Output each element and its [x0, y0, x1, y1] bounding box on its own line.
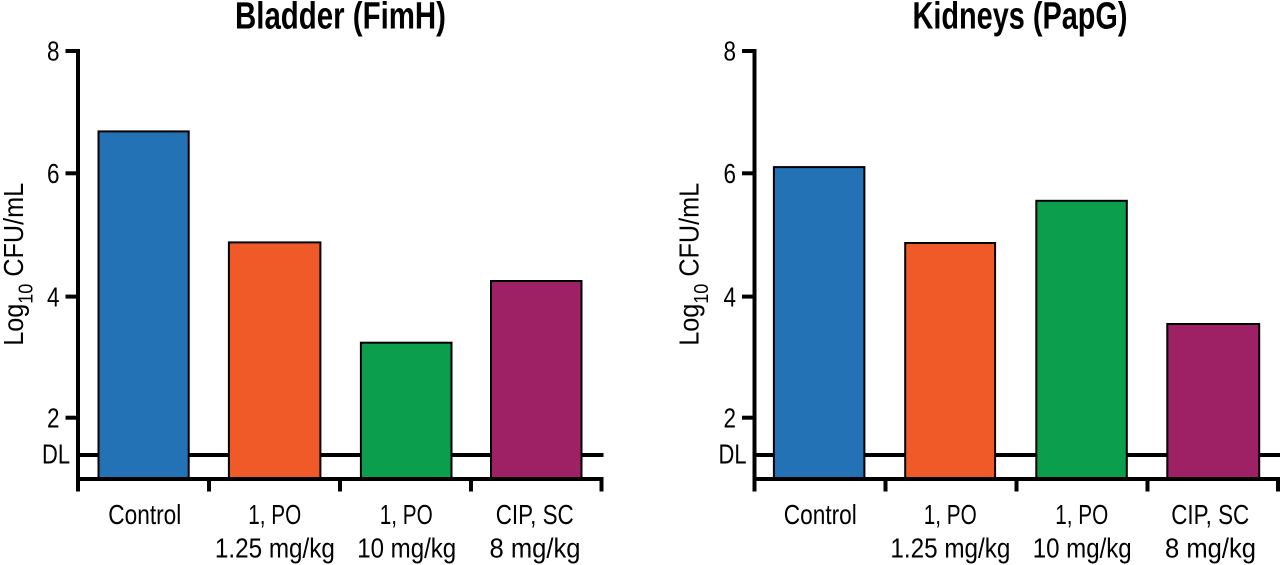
- svg-text:CIP, SC: CIP, SC: [1171, 499, 1249, 530]
- svg-text:10 mg/kg: 10 mg/kg: [1033, 532, 1132, 563]
- svg-text:10 mg/kg: 10 mg/kg: [357, 532, 456, 563]
- svg-text:1.25 mg/kg: 1.25 mg/kg: [215, 532, 335, 563]
- svg-text:6: 6: [724, 158, 737, 189]
- svg-text:Control: Control: [108, 499, 181, 530]
- svg-text:Control: Control: [784, 499, 857, 530]
- svg-text:Bladder (FimH): Bladder (FimH): [235, 0, 446, 38]
- svg-text:8: 8: [724, 36, 737, 67]
- svg-text:2: 2: [47, 403, 60, 434]
- svg-text:Kidneys (PapG): Kidneys (PapG): [913, 0, 1128, 38]
- svg-text:1, PO: 1, PO: [1055, 499, 1108, 530]
- svg-text:DL: DL: [42, 439, 70, 470]
- svg-text:4: 4: [47, 281, 60, 312]
- svg-text:6: 6: [47, 158, 60, 189]
- svg-text:1, PO: 1, PO: [380, 499, 433, 530]
- svg-text:1, PO: 1, PO: [248, 499, 301, 530]
- svg-text:1.25 mg/kg: 1.25 mg/kg: [890, 532, 1010, 563]
- svg-text:2: 2: [724, 403, 737, 434]
- svg-text:1, PO: 1, PO: [924, 499, 977, 530]
- svg-text:8 mg/kg: 8 mg/kg: [490, 532, 581, 563]
- svg-text:DL: DL: [719, 439, 747, 470]
- svg-text:CIP, SC: CIP, SC: [496, 499, 574, 530]
- svg-text:4: 4: [724, 281, 737, 312]
- svg-text:8 mg/kg: 8 mg/kg: [1165, 532, 1256, 563]
- svg-text:8: 8: [47, 36, 60, 67]
